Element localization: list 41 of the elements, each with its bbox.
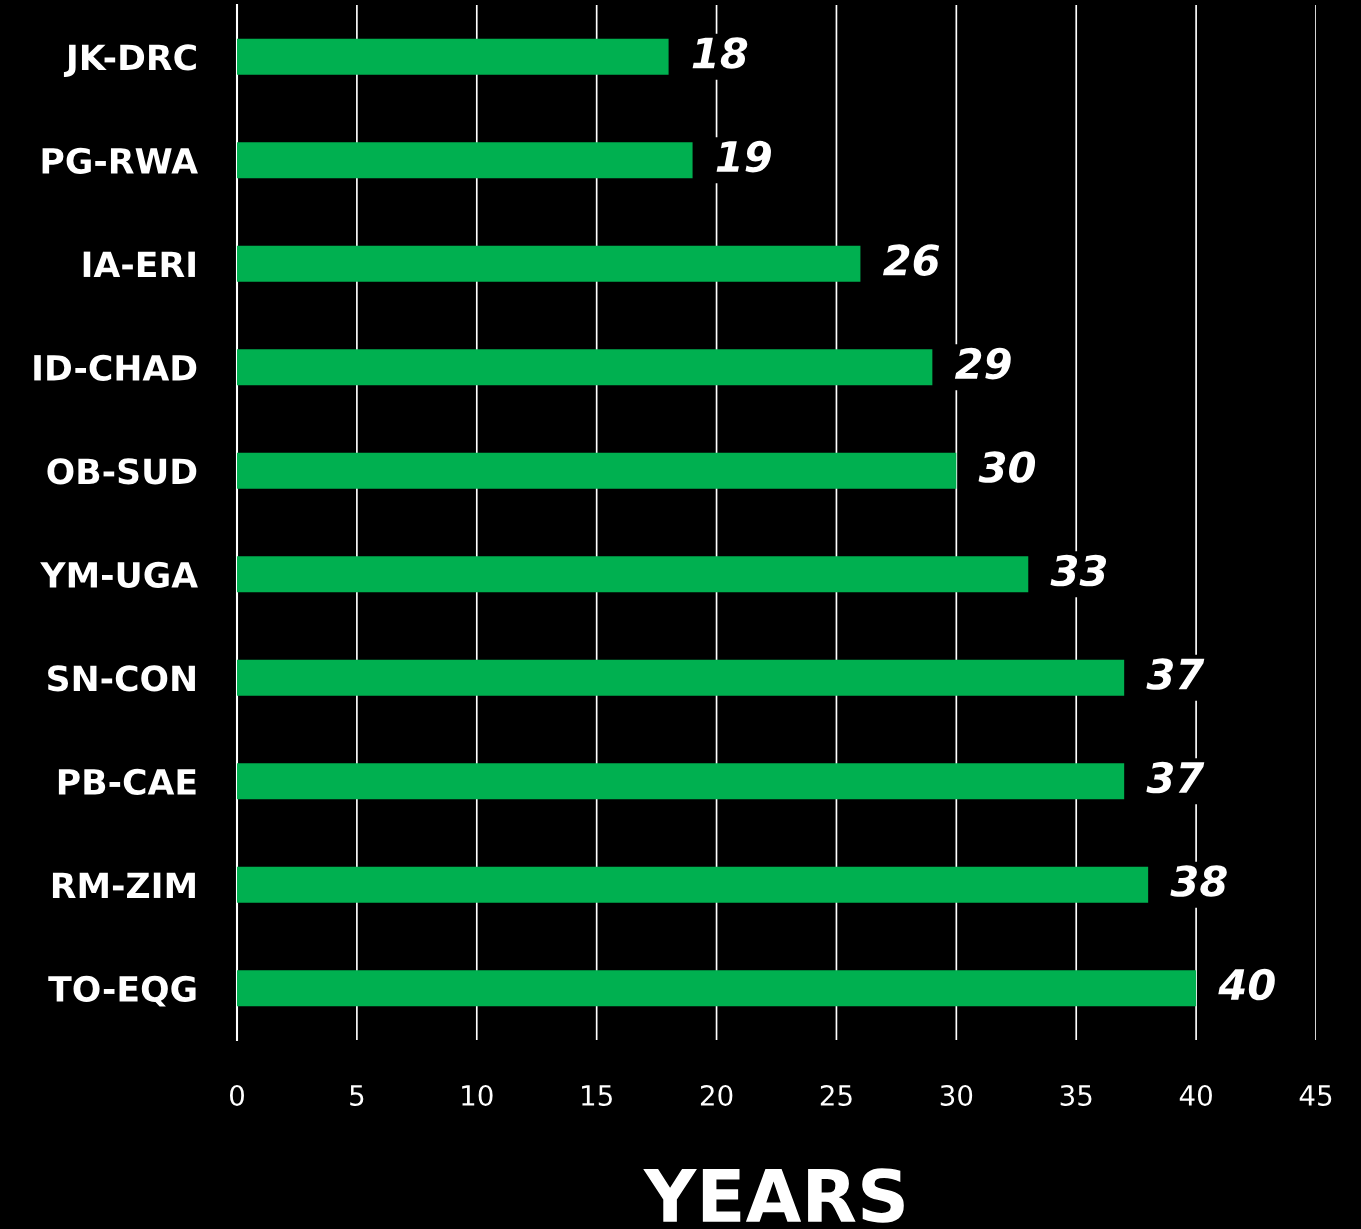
y-tick-label: ID-CHAD [34, 354, 197, 381]
data-label: 40 [1218, 968, 1275, 1001]
data-label: 26 [882, 244, 940, 276]
x-tick-label: 45 [1299, 1085, 1332, 1106]
bar [237, 142, 693, 179]
data-label: 37 [1146, 761, 1205, 794]
y-tick-label: SN-CON [48, 665, 195, 692]
y-tick-label: YM-UGA [40, 561, 198, 588]
x-axis-title: YEARS [643, 1168, 904, 1223]
x-tick-label: 25 [820, 1084, 852, 1106]
x-tick-label: 30 [940, 1084, 973, 1106]
x-tick-label: 10 [462, 1084, 493, 1106]
x-tick-label: 35 [1060, 1084, 1092, 1106]
x-tick-label: 40 [1179, 1084, 1212, 1106]
y-tick-label: TO-EQG [48, 975, 196, 1007]
data-label: 19 [716, 140, 771, 173]
x-tick-label: 15 [582, 1085, 612, 1106]
x-tick-label: 0 [229, 1084, 244, 1106]
bar [237, 866, 1149, 903]
y-tick-label: IA-ERI [83, 251, 195, 277]
y-tick-label: PG-RWA [42, 147, 198, 174]
x-tick-label: 20 [700, 1084, 733, 1106]
bar [237, 763, 1125, 800]
bar [237, 38, 669, 75]
data-label: 37 [1146, 658, 1205, 690]
y-tick-label: PB-CAE [58, 768, 196, 795]
bar [237, 349, 933, 386]
bar [237, 245, 861, 282]
y-tick-label: OB-SUD [47, 458, 197, 485]
bar [237, 556, 1029, 593]
y-tick-label: JK-DRC [63, 44, 196, 77]
data-label: 29 [954, 347, 1011, 380]
data-label: 38 [1170, 865, 1227, 897]
bar [237, 970, 1197, 1007]
bar [237, 659, 1125, 696]
x-tick-label: 5 [350, 1085, 364, 1106]
data-label: 30 [978, 451, 1036, 483]
bar [237, 452, 957, 489]
data-label: 18 [692, 37, 748, 69]
data-label: 33 [1050, 554, 1107, 587]
y-tick-label: RM-ZIM [52, 872, 195, 898]
